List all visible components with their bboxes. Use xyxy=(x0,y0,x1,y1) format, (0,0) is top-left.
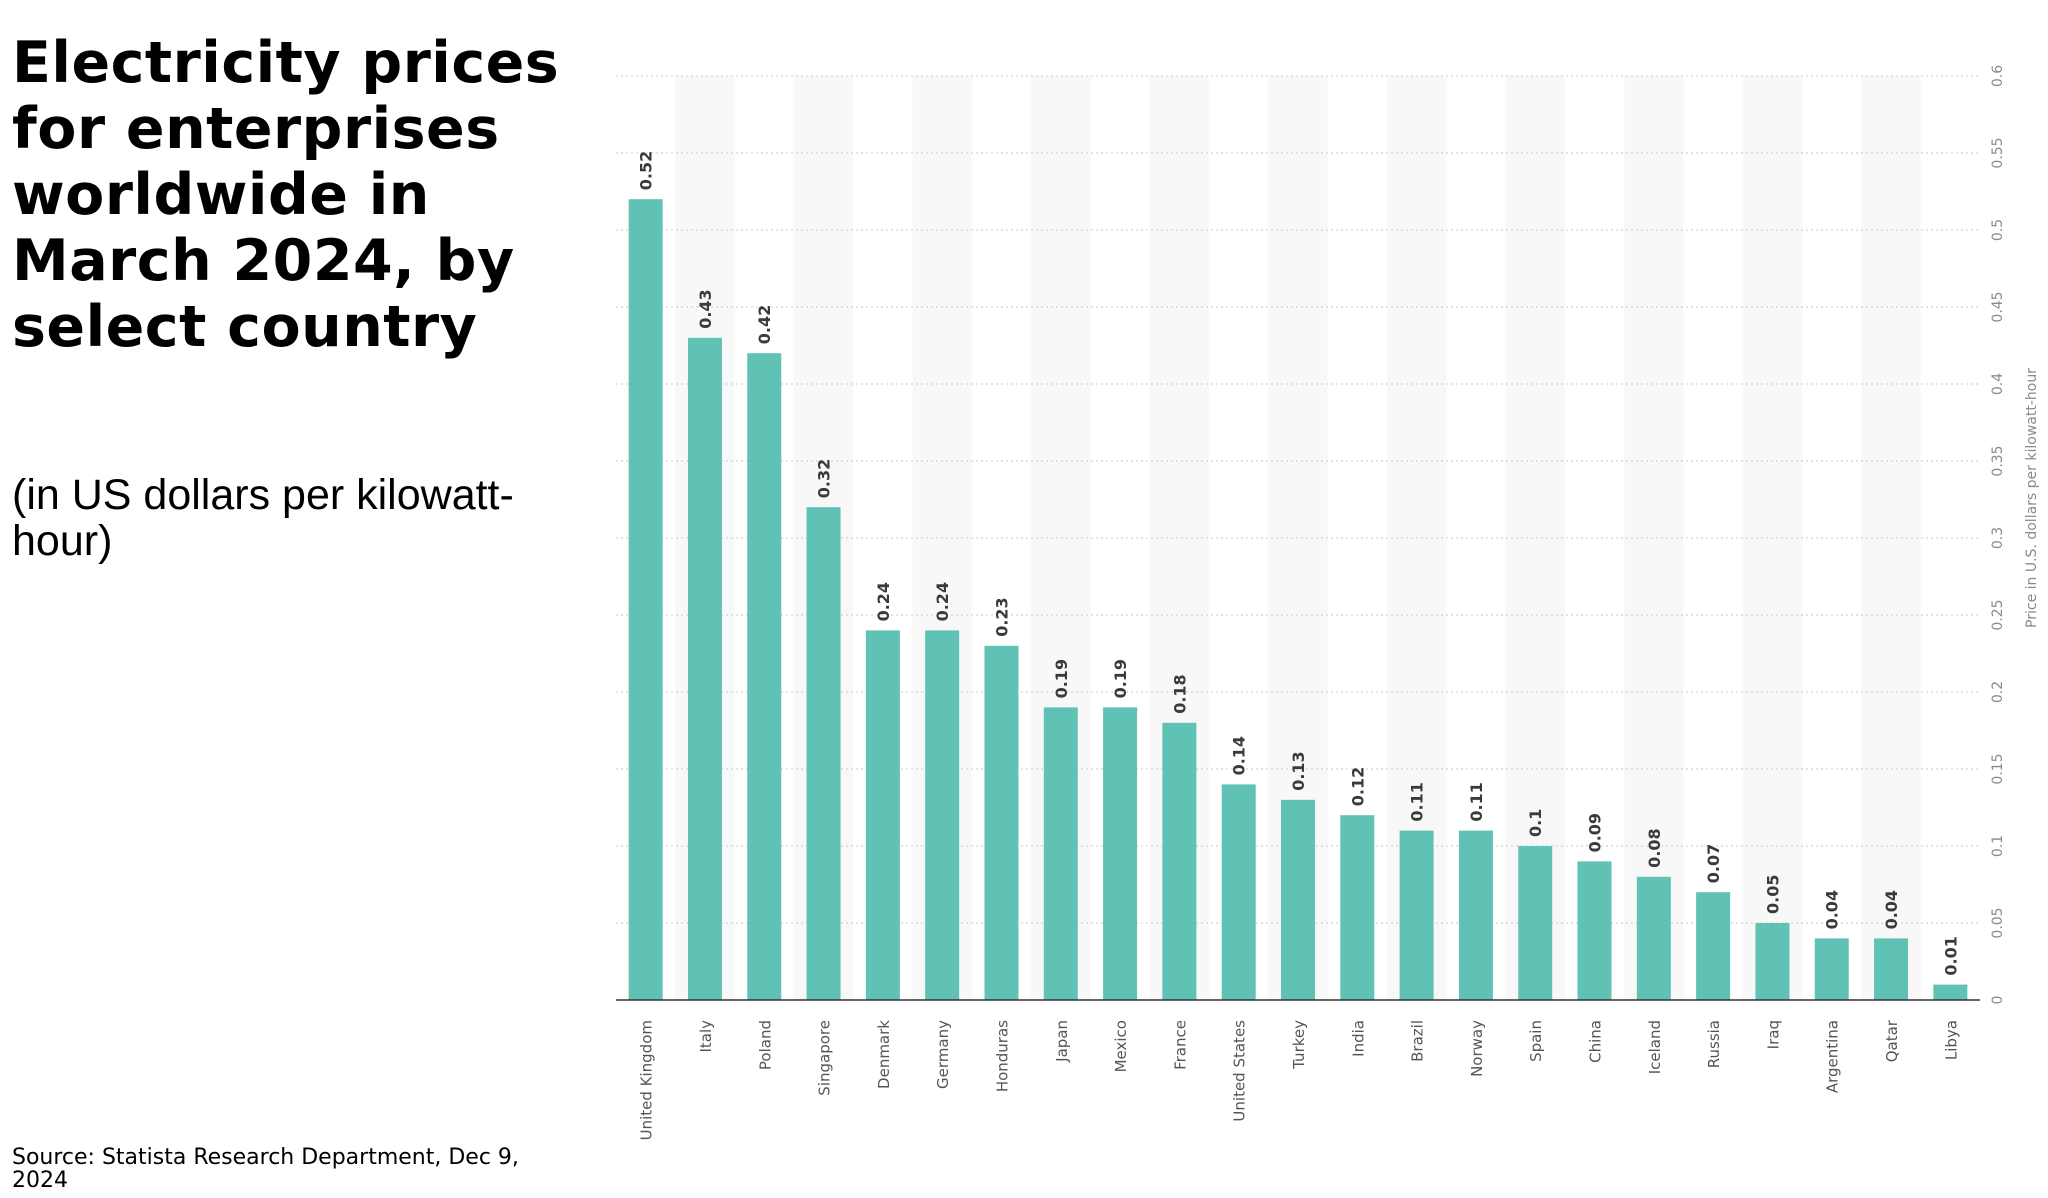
y-tick-label: 0.55 xyxy=(1990,137,2006,168)
data-label: 0.11 xyxy=(1408,782,1427,821)
bar xyxy=(1696,892,1731,1000)
data-label: 0.43 xyxy=(696,289,715,328)
bar xyxy=(1814,938,1849,1000)
bar xyxy=(1340,815,1375,1000)
data-label: 0.11 xyxy=(1467,782,1486,821)
data-label: 0.08 xyxy=(1645,828,1664,867)
bar xyxy=(865,630,900,1000)
category-label: Spain xyxy=(1527,1020,1545,1062)
bar xyxy=(806,507,841,1000)
bar xyxy=(747,353,782,1000)
data-label: 0.13 xyxy=(1289,751,1308,790)
bars xyxy=(628,199,1968,1000)
bar xyxy=(628,199,663,1000)
value-labels: 0.52 0.43 0.42 0.32 0.24 0.24 0.23 0.19 0.19 0.18… xyxy=(637,151,1961,976)
bar xyxy=(1162,722,1197,1000)
data-label: 0.18 xyxy=(1170,674,1189,713)
y-tick-label: 0.45 xyxy=(1990,291,2006,322)
y-axis-label: Price in U.S. dollars per kilowatt-hour xyxy=(2024,368,2040,628)
category-label: Argentina xyxy=(1824,1020,1842,1093)
source-note: Source: Statista Research Department, De… xyxy=(12,1145,519,1193)
chart-subtitle: (in US dollars per kilowatt-hour) xyxy=(12,471,514,565)
y-tick-label: 0.4 xyxy=(1990,373,2006,395)
bar xyxy=(1577,861,1612,1000)
data-label: 0.07 xyxy=(1704,844,1723,883)
bar xyxy=(1755,923,1790,1000)
bar xyxy=(1221,784,1256,1000)
data-label: 0.19 xyxy=(1052,659,1071,698)
bar xyxy=(1103,707,1138,1000)
category-label: Denmark xyxy=(875,1020,893,1089)
category-label: India xyxy=(1349,1020,1367,1057)
bar xyxy=(1399,830,1434,1000)
y-tick-label: 0.25 xyxy=(1990,599,2006,630)
category-label: Iceland xyxy=(1646,1020,1664,1074)
data-label: 0.42 xyxy=(755,305,774,344)
category-label: Russia xyxy=(1705,1020,1723,1068)
category-label: Libya xyxy=(1942,1020,1960,1060)
y-tick-label: 0 xyxy=(1990,996,2006,1005)
category-label: United Kingdom xyxy=(638,1020,656,1140)
data-label: 0.32 xyxy=(815,459,834,498)
bar xyxy=(984,645,1019,1000)
category-label: Singapore xyxy=(816,1020,834,1096)
category-label: Poland xyxy=(756,1020,774,1070)
data-label: 0.04 xyxy=(1882,890,1901,929)
category-label: China xyxy=(1587,1020,1605,1063)
category-label: United States xyxy=(1231,1020,1249,1122)
category-labels: United Kingdom Italy Poland Singapore Denmar… xyxy=(638,1019,1961,1140)
category-label: Qatar xyxy=(1883,1019,1901,1062)
bar xyxy=(1043,707,1078,1000)
chart-title: Electricity prices for enterprises world… xyxy=(12,30,560,360)
background-band xyxy=(1624,76,1684,1000)
y-tick-label: 0.5 xyxy=(1990,219,2006,241)
data-label: 0.24 xyxy=(933,582,952,621)
data-label: 0.01 xyxy=(1941,936,1960,975)
data-label: 0.09 xyxy=(1586,813,1605,852)
data-label: 0.1 xyxy=(1526,809,1545,837)
category-label: Turkey xyxy=(1290,1020,1308,1070)
y-tick-label: 0.1 xyxy=(1990,835,2006,857)
category-label: Germany xyxy=(934,1020,952,1089)
category-label: Honduras xyxy=(993,1020,1011,1092)
data-label: 0.24 xyxy=(874,582,893,621)
y-tick-label: 0.05 xyxy=(1990,907,2006,938)
bar xyxy=(1874,938,1909,1000)
bar xyxy=(1636,876,1671,1000)
data-label: 0.14 xyxy=(1230,736,1249,775)
data-label: 0.52 xyxy=(637,151,656,190)
category-label: Italy xyxy=(697,1020,715,1053)
y-tick-label: 0.3 xyxy=(1990,527,2006,549)
category-label: Brazil xyxy=(1409,1020,1427,1062)
data-label: 0.19 xyxy=(1111,659,1130,698)
category-label: France xyxy=(1171,1020,1189,1070)
bar xyxy=(1518,846,1553,1000)
y-tick-labels: 0 0.05 0.1 0.15 0.2 0.25 0.3 0.35 0.4 0.45 0.5 0.55… xyxy=(1990,65,2006,1005)
bar xyxy=(925,630,960,1000)
data-label: 0.23 xyxy=(992,597,1011,636)
bar xyxy=(1933,984,1968,1000)
data-label: 0.04 xyxy=(1823,890,1842,929)
bar xyxy=(1281,799,1315,1000)
data-label: 0.12 xyxy=(1348,767,1367,806)
category-label: Iraq xyxy=(1764,1020,1782,1049)
data-label: 0.05 xyxy=(1763,875,1782,914)
y-tick-label: 0.2 xyxy=(1990,681,2006,703)
category-label: Mexico xyxy=(1112,1020,1130,1072)
bar xyxy=(1458,830,1493,1000)
y-tick-label: 0.15 xyxy=(1990,753,2006,784)
bar xyxy=(687,337,722,1000)
category-label: Norway xyxy=(1468,1020,1486,1077)
y-tick-label: 0.6 xyxy=(1990,65,2006,87)
category-label: Japan xyxy=(1053,1020,1071,1063)
y-tick-label: 0.35 xyxy=(1990,445,2006,476)
